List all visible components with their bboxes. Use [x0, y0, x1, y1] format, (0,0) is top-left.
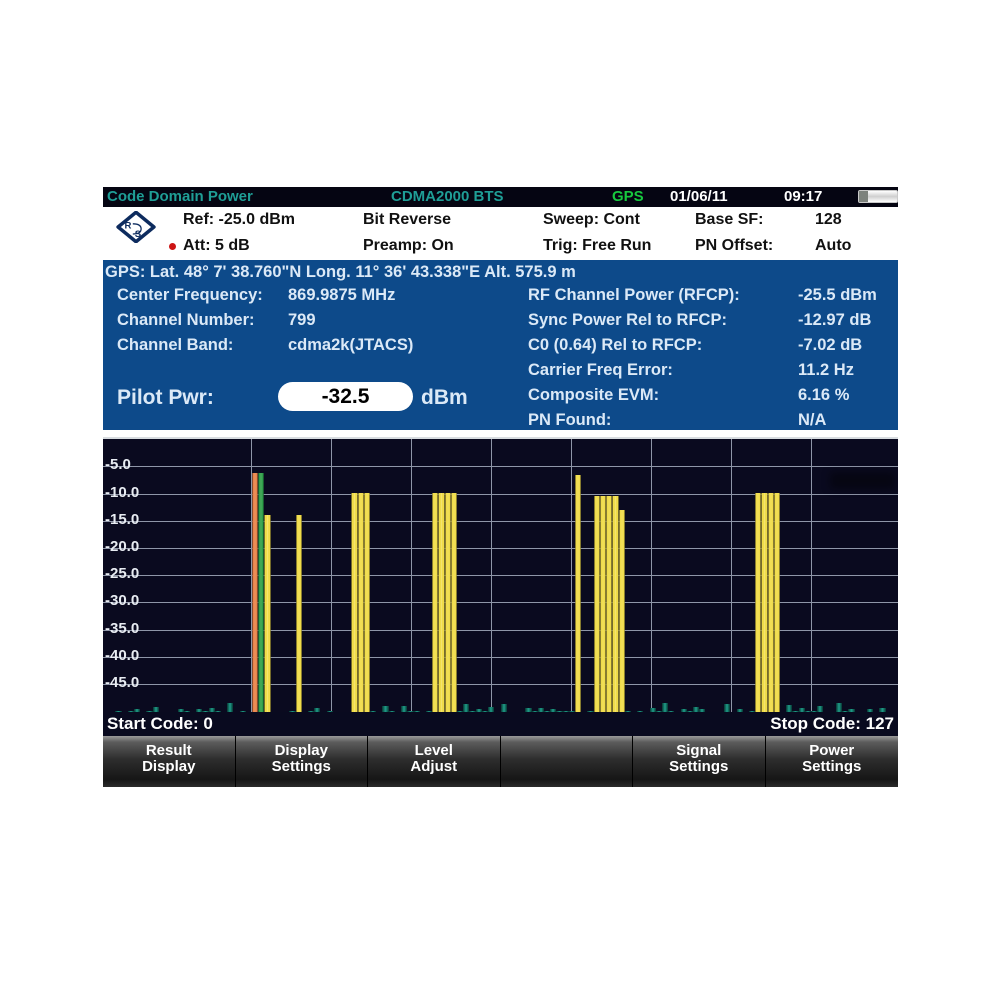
svg-text:R: R	[124, 220, 131, 231]
